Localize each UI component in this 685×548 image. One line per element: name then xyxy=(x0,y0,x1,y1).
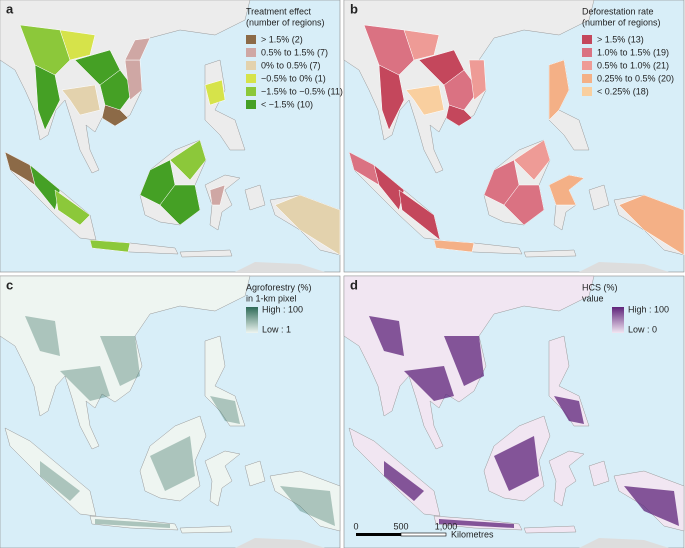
region xyxy=(29,164,61,211)
legend-label: 0.25% to 0.5% (20) xyxy=(597,73,674,83)
legend-low: Low : 0 xyxy=(628,324,657,334)
map-panel: d HCS (%)value High : 100 Low : 0 0 500 1,000K… xyxy=(343,275,685,548)
region xyxy=(378,64,405,131)
legend-title: HCS (%) xyxy=(582,282,618,292)
region xyxy=(89,239,131,253)
panel-label: c xyxy=(6,277,13,292)
legend-title: (number of regions) xyxy=(246,17,325,27)
map-panel: a Treatment effect(number of regions) > 1.… xyxy=(0,0,343,273)
legend-label: 0.5% to 1.0% (21) xyxy=(597,60,669,70)
region xyxy=(548,174,585,206)
legend-title: Agroforestry (%) xyxy=(246,282,312,292)
legend-label: > 1.5% (13) xyxy=(597,34,644,44)
legend-swatch xyxy=(582,87,592,96)
scale-tick: 1,000 xyxy=(435,521,458,531)
region xyxy=(398,189,441,241)
region xyxy=(204,79,226,106)
legend-label: 0% to 0.5% (7) xyxy=(261,60,321,70)
scale-tick: 0 xyxy=(353,521,358,531)
region xyxy=(19,24,71,76)
cover-patch xyxy=(439,519,514,528)
legend-swatch xyxy=(246,87,256,96)
region xyxy=(443,69,480,111)
region xyxy=(124,37,151,61)
cover-patch xyxy=(100,336,140,386)
region xyxy=(503,184,545,226)
cover-patch xyxy=(404,366,454,401)
region xyxy=(363,24,415,76)
legend-title: Deforestation rate xyxy=(582,6,654,16)
legend-label: < 0.25% (18) xyxy=(597,86,649,96)
region xyxy=(61,84,101,116)
region xyxy=(513,139,551,181)
region xyxy=(59,29,96,61)
cover-patch xyxy=(494,436,539,491)
panel-label: b xyxy=(350,1,358,16)
legend-label: > 1.5% (2) xyxy=(261,34,303,44)
legend-swatch xyxy=(582,35,592,44)
scale-bar xyxy=(356,533,401,536)
panel-label: d xyxy=(350,277,358,292)
legend-title: in 1-km pixel xyxy=(246,293,297,303)
region xyxy=(373,164,405,211)
region xyxy=(468,59,487,101)
region xyxy=(101,104,129,127)
cover-patch xyxy=(624,486,679,526)
region xyxy=(403,29,440,61)
legend-label: 1.0% to 1.5% (19) xyxy=(597,47,669,57)
cover-patch xyxy=(384,461,424,501)
cover-patch xyxy=(369,316,404,356)
legend-swatch xyxy=(246,74,256,83)
legend-swatch xyxy=(246,35,256,44)
region xyxy=(274,194,341,256)
legend-title: Treatment effect xyxy=(246,6,312,16)
cover-patch xyxy=(280,486,335,526)
legend-swatch xyxy=(246,61,256,70)
legend-label: < −1.5% (10) xyxy=(261,99,313,109)
legend-ramp xyxy=(246,307,258,333)
cover-patch xyxy=(95,519,170,528)
scale-unit: Kilometres xyxy=(451,529,494,539)
legend-label: −1.5% to −0.5% (11) xyxy=(261,86,343,96)
legend-low: Low : 1 xyxy=(262,324,291,334)
cover-patch xyxy=(554,396,584,424)
legend-title: value xyxy=(582,293,604,303)
cover-patch xyxy=(25,316,60,356)
region xyxy=(139,159,176,206)
legend-swatch xyxy=(582,61,592,70)
legend-swatch xyxy=(582,48,592,57)
scale-tick: 500 xyxy=(393,521,408,531)
cover-patch xyxy=(444,336,484,386)
scale-bar xyxy=(400,532,447,537)
region xyxy=(54,189,91,226)
legend-label: 0.5% to 1.5% (7) xyxy=(261,47,328,57)
legend-label: −0.5% to 0% (1) xyxy=(261,73,326,83)
map-panel: b Deforestation rate(number of regions) > … xyxy=(343,0,685,273)
legend-high: High : 100 xyxy=(628,304,669,314)
region xyxy=(433,239,475,253)
region xyxy=(405,84,445,116)
cover-patch xyxy=(40,461,80,501)
legend-high: High : 100 xyxy=(262,304,303,314)
region xyxy=(34,64,61,131)
region xyxy=(169,139,207,181)
cover-patch xyxy=(210,396,240,424)
region xyxy=(209,184,226,206)
cover-patch xyxy=(150,436,195,491)
cover-patch xyxy=(60,366,110,401)
legend-swatch xyxy=(246,100,256,109)
legend-title: (number of regions) xyxy=(582,17,661,27)
legend-swatch xyxy=(582,74,592,83)
region xyxy=(159,184,201,226)
panel-label: a xyxy=(6,1,14,16)
legend-swatch xyxy=(246,48,256,57)
legend-ramp xyxy=(612,307,624,333)
region xyxy=(483,159,520,206)
region xyxy=(618,194,685,256)
region xyxy=(445,104,473,127)
region xyxy=(99,69,136,111)
region xyxy=(548,59,570,121)
